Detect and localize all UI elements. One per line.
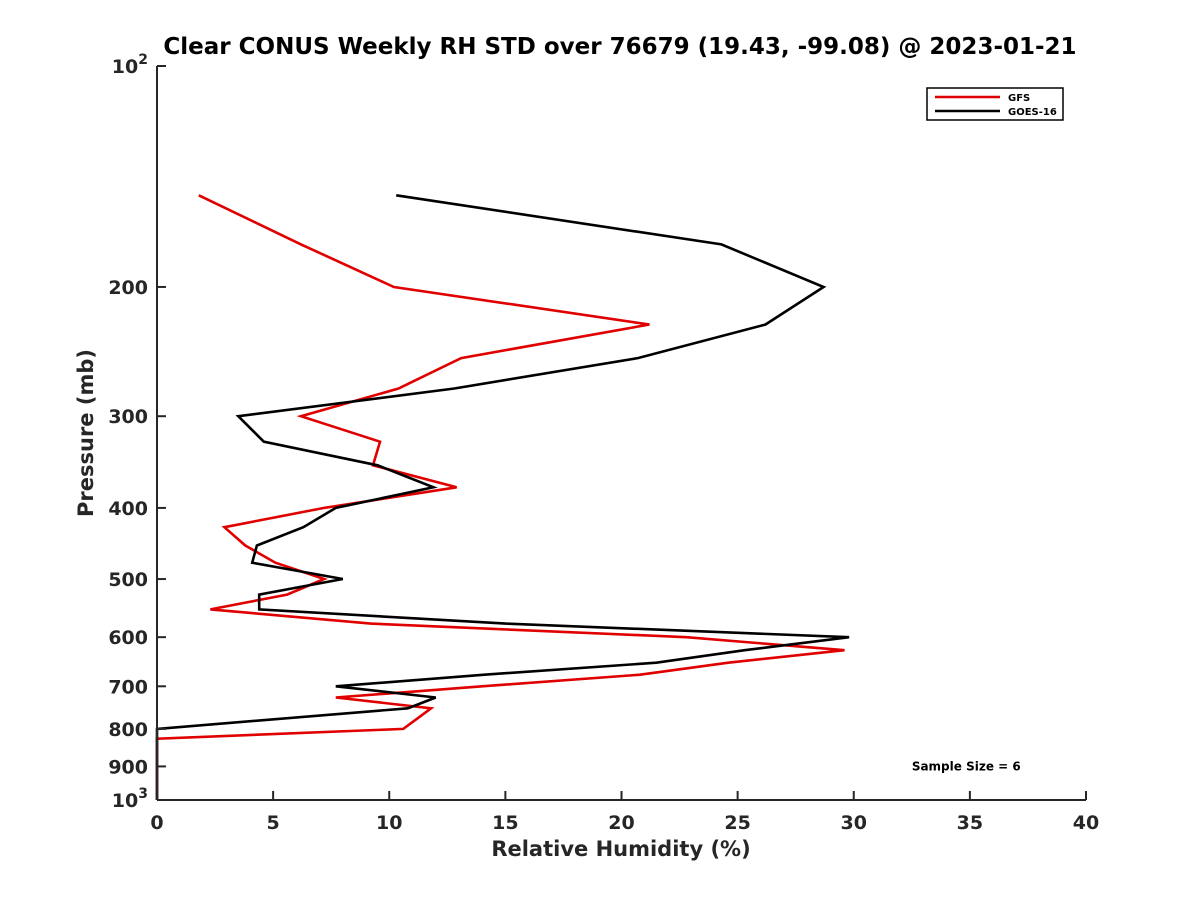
legend-label-goes16: GOES-16	[1008, 107, 1057, 118]
legend-box	[926, 87, 1064, 121]
x-ticks: 0 5 10 15 20 25 30 35 40	[150, 791, 1099, 834]
axes	[156, 66, 1086, 801]
x-tick-label: 15	[492, 812, 518, 834]
y-tick-label: 300	[108, 406, 148, 428]
y-tick-label: 800	[108, 719, 148, 741]
series-layer	[155, 194, 850, 800]
series-line-gfs	[155, 194, 845, 800]
sample-size-annotation: Sample Size = 6	[912, 759, 1021, 773]
y-tick-label: 103	[112, 786, 148, 812]
legend-label-gfs: GFS	[1008, 93, 1030, 104]
series-line-goes16	[155, 194, 850, 800]
y-tick-label: 600	[108, 627, 148, 649]
x-tick-label: 5	[267, 812, 280, 834]
x-tick-label: 10	[376, 812, 402, 834]
x-tick-label: 30	[841, 812, 867, 834]
x-tick-label: 40	[1073, 812, 1099, 834]
y-tick-label: 102	[112, 52, 148, 78]
y-ticks: 102 200 300 400 500 600 700 800 900 103	[108, 52, 166, 812]
y-tick-label: 900	[108, 756, 148, 778]
x-axis-label: Relative Humidity (%)	[491, 837, 750, 861]
y-tick-label: 500	[108, 569, 148, 591]
legend: GFS GOES-16	[926, 87, 1064, 121]
chart-title: Clear CONUS Weekly RH STD over 76679 (19…	[163, 34, 1076, 60]
y-tick-label: 700	[108, 676, 148, 698]
x-tick-label: 25	[724, 812, 750, 834]
x-tick-label: 20	[608, 812, 634, 834]
y-axis-label: Pressure (mb)	[74, 349, 98, 517]
x-tick-label: 35	[957, 812, 983, 834]
y-tick-label: 400	[108, 498, 148, 520]
y-tick-label: 200	[108, 277, 148, 299]
x-tick-label: 0	[150, 812, 163, 834]
